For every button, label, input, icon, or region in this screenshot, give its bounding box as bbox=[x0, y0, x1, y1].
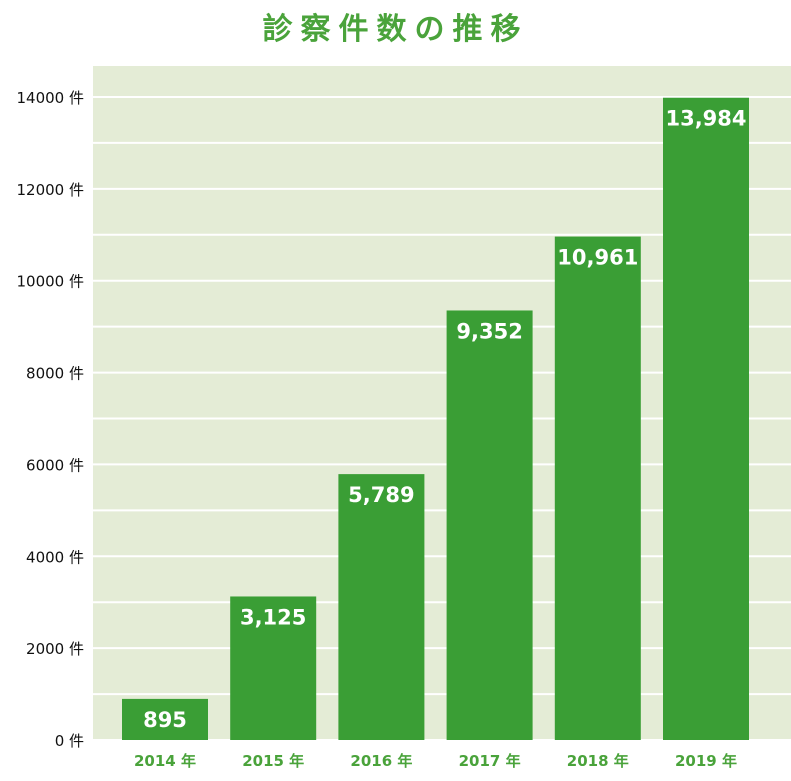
chart-title: 診察件数の推移 bbox=[262, 12, 529, 47]
y-tick-label: 8000 件 bbox=[26, 365, 84, 383]
data-label: 3,125 bbox=[240, 605, 306, 629]
data-label: 895 bbox=[143, 708, 187, 732]
x-tick-label: 2016 年 bbox=[350, 752, 412, 770]
x-tick-label: 2019 年 bbox=[675, 752, 737, 770]
bar bbox=[338, 474, 425, 740]
x-tick-label: 2017 年 bbox=[459, 752, 521, 770]
x-tick-label: 2015 年 bbox=[242, 752, 304, 770]
bar bbox=[446, 310, 533, 740]
bar bbox=[230, 596, 317, 740]
data-label: 9,352 bbox=[456, 319, 522, 343]
y-tick-label: 14000 件 bbox=[17, 89, 85, 107]
data-label: 10,961 bbox=[557, 246, 638, 270]
data-label: 13,984 bbox=[665, 107, 746, 131]
data-label: 5,789 bbox=[348, 483, 414, 507]
x-tick-label: 2018 年 bbox=[567, 752, 629, 770]
y-tick-label: 6000 件 bbox=[26, 456, 84, 474]
y-tick-label: 0 件 bbox=[55, 732, 84, 750]
y-tick-label: 4000 件 bbox=[26, 548, 84, 566]
y-tick-label: 12000 件 bbox=[17, 181, 85, 199]
x-tick-label: 2014 年 bbox=[134, 752, 196, 770]
bar bbox=[122, 698, 208, 740]
y-tick-label: 10000 件 bbox=[17, 273, 85, 291]
bar bbox=[554, 236, 641, 740]
bar bbox=[663, 97, 749, 740]
y-tick-label: 2000 件 bbox=[26, 640, 84, 658]
